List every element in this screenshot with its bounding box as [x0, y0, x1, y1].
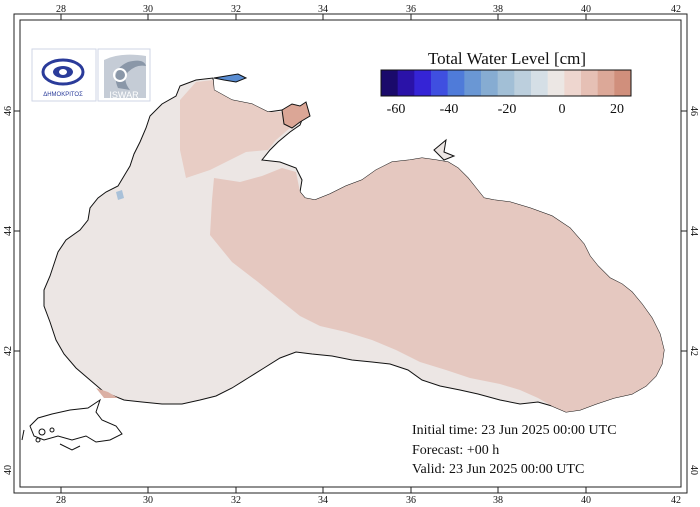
kerch-spit: [433, 138, 456, 161]
lon-label: 32: [231, 4, 241, 15]
legend-title: Total Water Level [cm]: [428, 49, 586, 68]
lat-labels-left: 46 44 42 40: [3, 106, 14, 475]
colorbar-swatch: [414, 70, 432, 96]
lat-label: 42: [3, 346, 14, 356]
colorbar-swatch: [481, 70, 499, 96]
northern-bay-blue: [213, 73, 248, 83]
lat-label: 42: [688, 346, 699, 356]
lon-label: 30: [143, 495, 153, 506]
colorbar-swatch: [397, 70, 415, 96]
lat-label: 46: [688, 106, 699, 116]
legend-tick-label: -40: [440, 102, 459, 117]
lon-label: 36: [406, 495, 416, 506]
positive-anomaly-region: [210, 158, 664, 412]
legend-tick-label: 0: [559, 102, 566, 117]
lon-label: 38: [493, 4, 503, 15]
colorbar: [381, 70, 632, 96]
lon-label: 36: [406, 4, 416, 15]
colorbar-swatch: [597, 70, 615, 96]
lat-labels-right: 46 44 42 40: [688, 106, 699, 475]
islands: [21, 427, 81, 451]
colorbar-swatch: [531, 70, 549, 96]
small-blue-spot: [116, 190, 124, 200]
forecast-info: Initial time: 23 Jun 2025 00:00 UTC Fore…: [412, 423, 617, 477]
colorbar-swatch: [614, 70, 632, 96]
lat-label: 46: [3, 106, 14, 116]
colorbar-swatch: [447, 70, 465, 96]
lon-label: 38: [493, 495, 503, 506]
lon-label: 34: [318, 4, 328, 15]
iswar-logo-text: ISWAR: [109, 90, 139, 100]
lon-label: 42: [671, 495, 681, 506]
colorbar-swatch: [581, 70, 599, 96]
colorbar-border: [380, 69, 632, 97]
lon-labels-bottom: 28 30 32 34 36 38 40 42: [56, 495, 681, 506]
sea-of-azov: [281, 101, 311, 129]
lon-label: 42: [671, 4, 681, 15]
lon-label: 34: [318, 495, 328, 506]
bosphorus-warm: [96, 388, 118, 398]
lon-label: 28: [56, 495, 66, 506]
colorbar-swatch: [464, 70, 482, 96]
colorbar-legend: Total Water Level [cm] -60 -40 -20 0 20: [380, 49, 632, 117]
lat-label: 40: [688, 465, 699, 475]
legend-tick-label: -20: [498, 102, 517, 117]
legend-tick-label: -60: [387, 102, 406, 117]
legend-tick-label: 20: [610, 102, 624, 117]
lon-label: 28: [56, 4, 66, 15]
demokritos-logo: ΔΗΜΟΚΡΙΤΟΣ: [31, 48, 97, 102]
lon-label: 32: [231, 495, 241, 506]
lon-labels-top: 28 30 32 34 36 38 40 42: [56, 4, 681, 15]
valid-time-text: Valid: 23 Jun 2025 00:00 UTC: [412, 462, 584, 477]
demokritos-logo-text: ΔΗΜΟΚΡΙΤΟΣ: [43, 92, 83, 98]
colorbar-swatch: [547, 70, 565, 96]
forecast-hour-text: Forecast: +00 h: [412, 443, 499, 458]
marmara-sea: [29, 398, 123, 443]
initial-time-text: Initial time: 23 Jun 2025 00:00 UTC: [412, 423, 617, 438]
colorbar-swatch: [431, 70, 449, 96]
frame-ticks: [14, 14, 687, 493]
lat-label: 40: [3, 465, 14, 475]
iswar-logo: ISWAR: [97, 48, 151, 102]
northwest-warm-region: [180, 80, 290, 178]
lon-label: 40: [581, 4, 591, 15]
lat-label: 44: [3, 226, 14, 236]
lon-label: 30: [143, 4, 153, 15]
map-frame-outer: [13, 13, 688, 494]
colorbar-swatch: [564, 70, 582, 96]
colorbar-swatch: [514, 70, 532, 96]
lat-label: 44: [688, 226, 699, 236]
colorbar-swatch: [497, 70, 515, 96]
lon-label: 40: [581, 495, 591, 506]
colorbar-swatch: [381, 70, 399, 96]
map-frame-inner: [19, 19, 682, 488]
